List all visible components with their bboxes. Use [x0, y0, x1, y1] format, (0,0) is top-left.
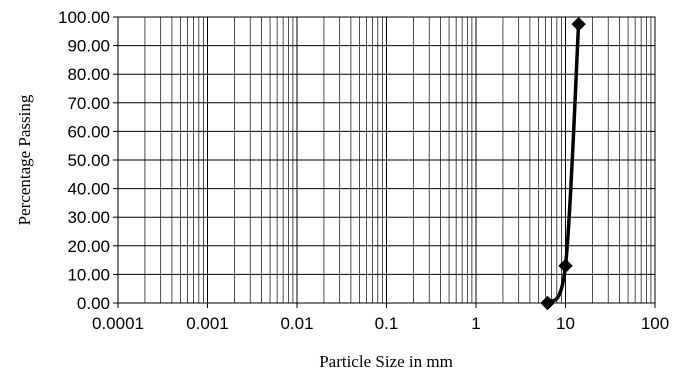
y-tick-label: 10.00 [67, 265, 110, 284]
y-tick-label: 20.00 [67, 237, 110, 256]
y-tick-label: 50.00 [67, 151, 110, 170]
x-axis-ticks: 0.0001 0.001 0.01 0.1 1 10 100 [92, 303, 669, 333]
x-tick-label: 1 [471, 314, 480, 333]
x-tick-label: 0.01 [280, 314, 313, 333]
y-tick-label: 40.00 [67, 180, 110, 199]
y-tick-label: 80.00 [67, 65, 110, 84]
major-gridlines [117, 16, 656, 304]
x-tick-label: 0.1 [375, 314, 399, 333]
data-point-marker [540, 295, 555, 311]
y-tick-label: 30.00 [67, 208, 110, 227]
y-tick-label: 100.00 [58, 8, 110, 27]
x-tick-label: 100 [641, 314, 669, 333]
y-axis-ticks: 0.00 10.00 20.00 30.00 40.00 50.00 60.00 70.00 8… [58, 8, 118, 313]
x-tick-label: 10 [556, 314, 575, 333]
series-group [540, 16, 586, 311]
x-axis-title: Particle Size in mm [319, 352, 453, 371]
y-axis-title: Percentage Passing [15, 94, 34, 225]
series-line [545, 24, 581, 305]
data-point-marker [571, 16, 586, 32]
y-tick-label: 60.00 [67, 122, 110, 141]
y-tick-label: 70.00 [67, 94, 110, 113]
x-tick-label: 0.0001 [92, 314, 144, 333]
y-tick-label: 0.00 [77, 294, 110, 313]
x-tick-label: 0.001 [186, 314, 229, 333]
data-point-marker [558, 258, 573, 274]
y-tick-label: 90.00 [67, 37, 110, 56]
